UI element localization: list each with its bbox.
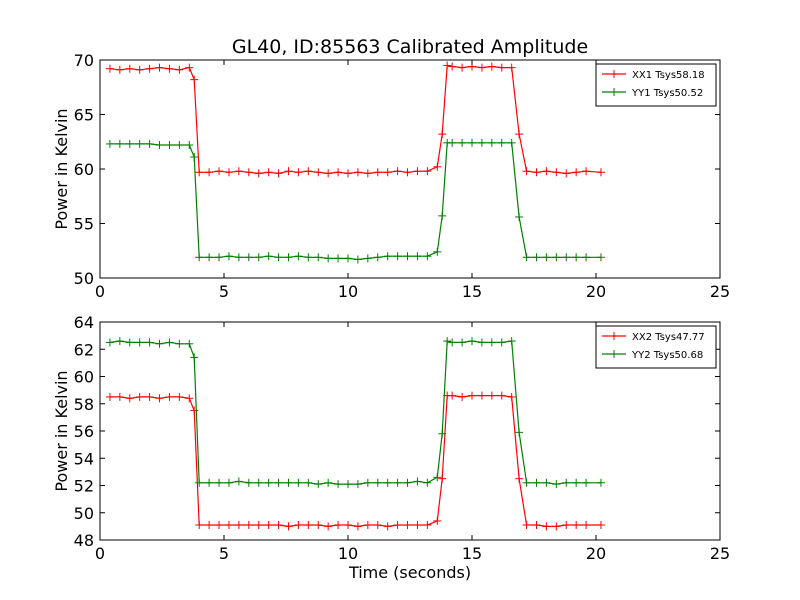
bottom-legend: XX2 Tsys47.77 YY2 Tsys50.68 bbox=[595, 325, 717, 369]
top-subplot: 0 5 10 15 20 25 50 55 60 65 70 Power in Kelvin XX1… bbox=[52, 51, 730, 301]
bottom-x-axis-label: Time (seconds) bbox=[348, 563, 471, 582]
top-series-layer bbox=[105, 61, 605, 264]
top-legend-box bbox=[595, 63, 717, 107]
bottom-y-tick-label: 58 bbox=[74, 395, 94, 414]
legend-entry-yy2: YY2 Tsys50.68 bbox=[602, 350, 703, 361]
legend-entry-xx2: XX2 Tsys47.77 bbox=[602, 332, 705, 343]
top-axes-frame bbox=[99, 59, 721, 279]
bottom-y-tick-label: 52 bbox=[74, 477, 94, 496]
bottom-y-tick-label: 54 bbox=[74, 449, 94, 468]
legend-entry-xx1: XX1 Tsys58.18 bbox=[602, 70, 705, 81]
legend-label-xx2: XX2 Tsys47.77 bbox=[632, 332, 705, 343]
bottom-y-axis-label: Power in Kelvin bbox=[52, 370, 71, 491]
bottom-y-tick-label: 60 bbox=[74, 368, 94, 387]
bottom-series-layer bbox=[105, 337, 605, 531]
legend-label-yy2: YY2 Tsys50.68 bbox=[631, 350, 703, 361]
top-x-tick-label: 10 bbox=[338, 282, 358, 301]
chart-title: GL40, ID:85563 Calibrated Amplitude bbox=[232, 36, 588, 58]
legend-entry-yy1: YY1 Tsys50.52 bbox=[602, 88, 703, 99]
bottom-x-tick-label: 20 bbox=[586, 544, 606, 563]
top-x-tick-label: 20 bbox=[586, 282, 606, 301]
top-y-tick-label: 70 bbox=[74, 51, 94, 70]
top-x-tick-label: 15 bbox=[462, 282, 482, 301]
top-x-tick-label: 0 bbox=[95, 282, 105, 301]
top-y-tick-label: 65 bbox=[74, 106, 94, 125]
bottom-legend-box bbox=[595, 325, 717, 369]
top-x-tick-label: 25 bbox=[710, 282, 730, 301]
legend-label-yy1: YY1 Tsys50.52 bbox=[631, 88, 703, 99]
bottom-x-tick-label: 25 bbox=[710, 544, 730, 563]
top-ticks-layer: 0 5 10 15 20 25 50 55 60 65 70 bbox=[74, 51, 731, 301]
bottom-x-tick-label: 0 bbox=[95, 544, 105, 563]
bottom-x-tick-label: 5 bbox=[219, 544, 229, 563]
bottom-axes-frame bbox=[99, 321, 721, 541]
top-y-tick-label: 55 bbox=[74, 215, 94, 234]
top-x-tick-label: 5 bbox=[219, 282, 229, 301]
bottom-ticks-layer: 0 5 10 15 20 25 48 50 52 54 56 58 60 62 64 bbox=[74, 313, 731, 563]
top-legend: XX1 Tsys58.18 YY1 Tsys50.52 bbox=[595, 63, 717, 107]
bottom-y-tick-label: 56 bbox=[74, 422, 94, 441]
bottom-y-tick-label: 62 bbox=[74, 340, 94, 359]
bottom-y-tick-label: 50 bbox=[74, 504, 94, 523]
bottom-y-tick-label: 48 bbox=[74, 531, 94, 550]
bottom-x-tick-label: 15 bbox=[462, 544, 482, 563]
legend-label-xx1: XX1 Tsys58.18 bbox=[632, 70, 705, 81]
top-y-tick-label: 50 bbox=[74, 269, 94, 288]
bottom-y-tick-label: 64 bbox=[74, 313, 94, 332]
bottom-subplot: 0 5 10 15 20 25 48 50 52 54 56 58 60 62 64 Power in Ke… bbox=[52, 313, 730, 582]
bottom-x-tick-label: 10 bbox=[338, 544, 358, 563]
top-y-axis-label: Power in Kelvin bbox=[52, 108, 71, 229]
top-y-tick-label: 60 bbox=[74, 160, 94, 179]
